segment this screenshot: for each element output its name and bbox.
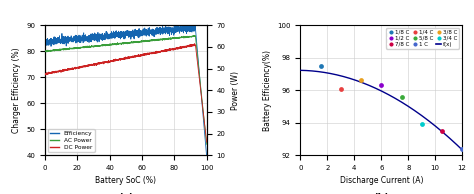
- Point: [317, 64, 325, 67]
- Title: (a): (a): [118, 193, 134, 194]
- Y-axis label: Charger Efficiency (%): Charger Efficiency (%): [12, 47, 21, 133]
- Point: [458, 147, 466, 150]
- Point: [438, 129, 446, 132]
- X-axis label: Battery SoC (%): Battery SoC (%): [95, 177, 156, 185]
- Legend: Efficiency, AC Power, DC Power: Efficiency, AC Power, DC Power: [48, 129, 95, 152]
- Point: [418, 123, 426, 126]
- Point: [337, 87, 345, 90]
- Legend: 1/8 C, 1/2 C, 7/8 C, 1/4 C, 5/8 C, 1 C, 3/8 C, 3/4 C, f(x): 1/8 C, 1/2 C, 7/8 C, 1/4 C, 5/8 C, 1 C, …: [386, 28, 459, 48]
- Point: [398, 95, 405, 98]
- Y-axis label: Battery Efficiency(%): Battery Efficiency(%): [263, 50, 272, 131]
- X-axis label: Discharge Current (A): Discharge Current (A): [339, 177, 423, 185]
- Y-axis label: Power (W): Power (W): [231, 71, 240, 110]
- Point: [377, 83, 385, 86]
- Title: (b): (b): [373, 193, 389, 194]
- Point: [357, 79, 365, 82]
